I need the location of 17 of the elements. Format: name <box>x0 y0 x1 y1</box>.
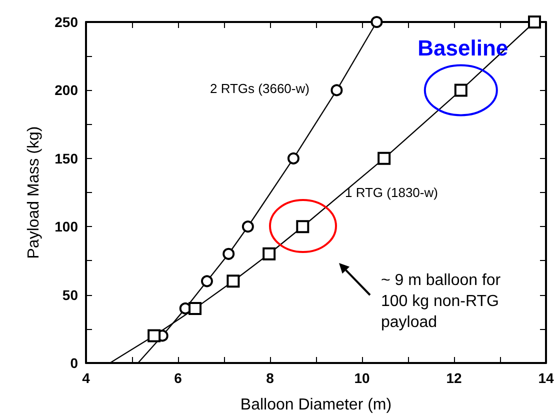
x-tick-label: 10 <box>354 370 370 386</box>
y-tick-label: 150 <box>54 150 78 166</box>
annotation: ~ 9 m balloon for 100 kg non-RTG payload <box>381 272 506 331</box>
y-tick-label: 0 <box>70 355 78 371</box>
x-tick-label: 4 <box>82 370 90 386</box>
y-tick-label: 200 <box>54 82 78 98</box>
series-label: 2 RTGs (3660-w) <box>210 81 310 96</box>
x-tick-label: 6 <box>174 370 182 386</box>
annotation: Baseline <box>418 36 508 61</box>
x-tick-label: 8 <box>266 370 274 386</box>
y-axis-title: Payload Mass (kg) <box>26 126 42 259</box>
y-tick-label: 100 <box>54 218 78 235</box>
x-axis-title: Balloon Diameter (m) <box>240 396 392 414</box>
y-tick-label: 50 <box>62 286 78 303</box>
x-tick-label: 14 <box>538 370 554 386</box>
y-tick-label: 250 <box>54 14 78 30</box>
x-tick-label: 12 <box>446 370 462 386</box>
